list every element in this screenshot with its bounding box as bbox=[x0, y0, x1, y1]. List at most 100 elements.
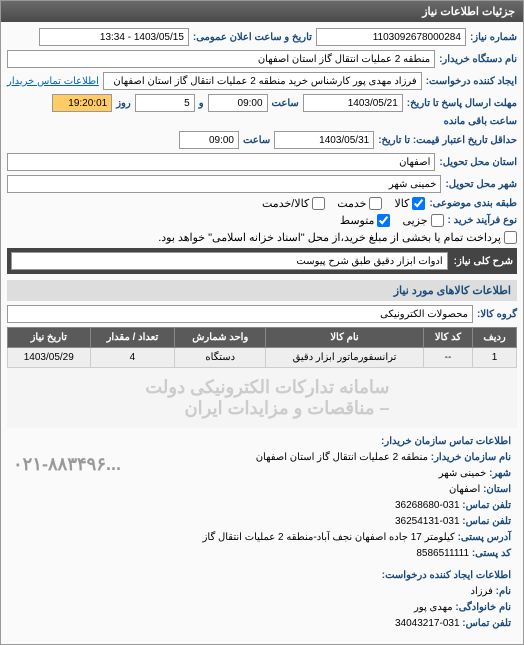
items-table: ردیف کد کالا نام کالا واحد شمارش تعداد /… bbox=[7, 327, 517, 368]
buyer-info-left: نام سازمان خریدار: منطقه 2 عملیات انتقال… bbox=[203, 450, 511, 562]
process-partial-checkbox[interactable] bbox=[431, 214, 444, 227]
buyer-address-value: کیلومتر 17 جاده اصفهان نجف آباد-منطقه 2 … bbox=[203, 532, 455, 543]
table-header-row: ردیف کد کالا نام کالا واحد شمارش تعداد /… bbox=[8, 328, 517, 348]
row-process: نوع فرآیند خرید : جزیی متوسط پرداخت تمام… bbox=[7, 214, 517, 244]
price-validity-time: 09:00 bbox=[179, 131, 239, 149]
group-label: گروه کالا: bbox=[477, 309, 517, 320]
row-buyer-org: نام دستگاه خریدار: منطقه 2 عملیات انتقال… bbox=[7, 50, 517, 68]
public-datetime-value: 1403/05/15 - 13:34 bbox=[39, 28, 189, 46]
process-medium[interactable]: متوسط bbox=[340, 214, 391, 227]
deadline-time-label: ساعت bbox=[272, 98, 299, 109]
th-qty: تعداد / مقدار bbox=[90, 328, 175, 348]
th-index: ردیف bbox=[473, 328, 517, 348]
buyer-fax-label: تلفن نماس: bbox=[462, 516, 511, 527]
category-service-checkbox[interactable] bbox=[369, 197, 382, 210]
need-number-label: شماره نیاز: bbox=[470, 32, 517, 43]
price-validity-time-label: ساعت bbox=[243, 135, 270, 146]
requester-label: ایجاد کننده درخواست: bbox=[426, 76, 517, 87]
process-note-checkbox[interactable] bbox=[504, 231, 517, 244]
row-deadline: مهلت ارسال پاسخ تا تاریخ: 1403/05/21 ساع… bbox=[7, 94, 517, 127]
buyer-city-label: شهر: bbox=[489, 468, 511, 479]
province-label: استان محل تحویل: bbox=[439, 157, 517, 168]
process-partial[interactable]: جزیی bbox=[402, 214, 443, 227]
td-qty: 4 bbox=[90, 348, 175, 368]
requester-fname-value: فرزاد bbox=[471, 586, 493, 597]
category-label: طبقه بندی موضوعی: bbox=[429, 198, 517, 209]
th-unit: واحد شمارش bbox=[175, 328, 266, 348]
buyer-org-info-value: منطقه 2 عملیات انتقال گاز استان اصفهان bbox=[256, 452, 428, 463]
panel-title: جزئیات اطلاعات نیاز bbox=[1, 1, 523, 22]
deadline-remain: 19:20:01 bbox=[52, 94, 112, 112]
process-label: نوع فرآیند خرید : bbox=[448, 215, 517, 226]
td-index: 1 bbox=[473, 348, 517, 368]
requester-lname-label: نام خانوادگی: bbox=[455, 602, 511, 613]
process-note-group: پرداخت تمام یا بخشی از مبلغ خرید،از محل … bbox=[158, 231, 517, 244]
table-row: 1 -- ترانسفورماتور ابزار دقیق دستگاه 4 1… bbox=[8, 348, 517, 368]
category-goods-service-label: کالا/خدمت bbox=[262, 197, 309, 210]
deadline-days: 5 bbox=[135, 94, 195, 112]
row-city: شهر محل تحویل: خمینی شهر bbox=[7, 175, 517, 193]
category-goods-service[interactable]: کالا/خدمت bbox=[262, 197, 325, 210]
process-medium-checkbox[interactable] bbox=[377, 214, 390, 227]
buyer-org-label: نام دستگاه خریدار: bbox=[439, 54, 517, 65]
category-goods[interactable]: کالا bbox=[394, 197, 425, 210]
row-desc: شرح کلی نیاز: ادوات ابزار دقیق طبق شرح پ… bbox=[7, 248, 517, 274]
row-price-validity: حداقل تاریخ اعتبار قیمت: تا تاریخ: 1403/… bbox=[7, 131, 517, 149]
th-code: کد کالا bbox=[423, 328, 472, 348]
requester-phone-value: 031-34043217 bbox=[395, 618, 460, 629]
watermark-text: سامانه تدارکات الکترونیکی دولت – مناقصات… bbox=[135, 377, 390, 419]
buyer-info-section: اطلاعات تماس سازمان خریدار: نام سازمان خ… bbox=[7, 428, 517, 638]
row-category: طبقه بندی موضوعی: کالا خدمت کالا/خدمت bbox=[7, 197, 517, 210]
category-goods-checkbox[interactable] bbox=[412, 197, 425, 210]
buyer-city-value: خمینی شهر bbox=[439, 468, 487, 479]
buyer-fax-value: 031-36254131 bbox=[395, 516, 460, 527]
requester-lname-value: مهدی پور bbox=[414, 602, 453, 613]
buyer-province-value: اصفهان bbox=[449, 484, 480, 495]
category-service[interactable]: خدمت bbox=[337, 197, 382, 210]
row-requester: ایجاد کننده درخواست: فرزاد مهدی پور کارش… bbox=[7, 72, 517, 90]
th-date: تاریخ نیاز bbox=[8, 328, 91, 348]
price-validity-label: حداقل تاریخ اعتبار قیمت: تا تاریخ: bbox=[378, 135, 517, 146]
desc-value: ادوات ابزار دقیق طبق شرح پیوست bbox=[11, 252, 448, 270]
buyer-province-label: استان: bbox=[483, 484, 511, 495]
province-value: اصفهان bbox=[7, 153, 435, 171]
deadline-remain-label: ساعت باقی مانده bbox=[444, 116, 517, 127]
category-goods-service-checkbox[interactable] bbox=[312, 197, 325, 210]
deadline-time: 09:00 bbox=[208, 94, 268, 112]
td-unit: دستگاه bbox=[175, 348, 266, 368]
td-code: -- bbox=[423, 348, 472, 368]
buyer-phone-label: تلفن تماس: bbox=[462, 500, 511, 511]
td-date: 1403/05/29 bbox=[8, 348, 91, 368]
desc-label: شرح کلی نیاز: bbox=[454, 256, 513, 267]
category-goods-label: کالا bbox=[394, 197, 409, 210]
deadline-date: 1403/05/21 bbox=[303, 94, 403, 112]
row-group: گروه کالا: محصولات الکترونیکی bbox=[7, 305, 517, 323]
row-province: استان محل تحویل: اصفهان bbox=[7, 153, 517, 171]
buyer-phone-value: 031-36268680 bbox=[395, 500, 460, 511]
requester-fname-label: نام: bbox=[496, 586, 511, 597]
buyer-postcode-label: کد پستی: bbox=[472, 548, 511, 559]
requester-phone-label: تلفن تماس: bbox=[462, 618, 511, 629]
category-service-label: خدمت bbox=[337, 197, 366, 210]
contact-link[interactable]: اطلاعات تماس خریدار bbox=[7, 76, 99, 87]
deadline-and: و bbox=[199, 98, 204, 109]
buyer-org-value: منطقه 2 عملیات انتقال گاز استان اصفهان bbox=[7, 50, 435, 68]
buyer-org-info-label: نام سازمان خریدار: bbox=[431, 452, 511, 463]
process-note: پرداخت تمام یا بخشی از مبلغ خرید،از محل … bbox=[158, 231, 501, 244]
row-need-number: شماره نیاز: 1103092678000284 تاریخ و ساع… bbox=[7, 28, 517, 46]
price-validity-date: 1403/05/31 bbox=[274, 131, 374, 149]
buyer-info-title: اطلاعات تماس سازمان خریدار: bbox=[381, 436, 511, 447]
deadline-label: مهلت ارسال پاسخ تا تاریخ: bbox=[407, 98, 517, 109]
requester-value: فرزاد مهدی پور کارشناس خرید منطقه 2 عملی… bbox=[103, 72, 422, 90]
process-partial-label: جزیی bbox=[402, 214, 427, 227]
items-section-title: اطلاعات کالاهای مورد نیاز bbox=[7, 280, 517, 301]
th-name: نام کالا bbox=[266, 328, 424, 348]
city-label: شهر محل تحویل: bbox=[445, 179, 517, 190]
need-details-panel: جزئیات اطلاعات نیاز شماره نیاز: 11030926… bbox=[0, 0, 524, 645]
public-datetime-label: تاریخ و ساعت اعلان عمومی: bbox=[193, 32, 312, 43]
buyer-postcode-value: 8586511111 bbox=[416, 548, 469, 559]
deadline-days-label: روز bbox=[116, 98, 131, 109]
panel-body: شماره نیاز: 1103092678000284 تاریخ و ساع… bbox=[1, 22, 523, 644]
buyer-address-label: آدرس پستی: bbox=[458, 532, 511, 543]
td-name: ترانسفورماتور ابزار دقیق bbox=[266, 348, 424, 368]
